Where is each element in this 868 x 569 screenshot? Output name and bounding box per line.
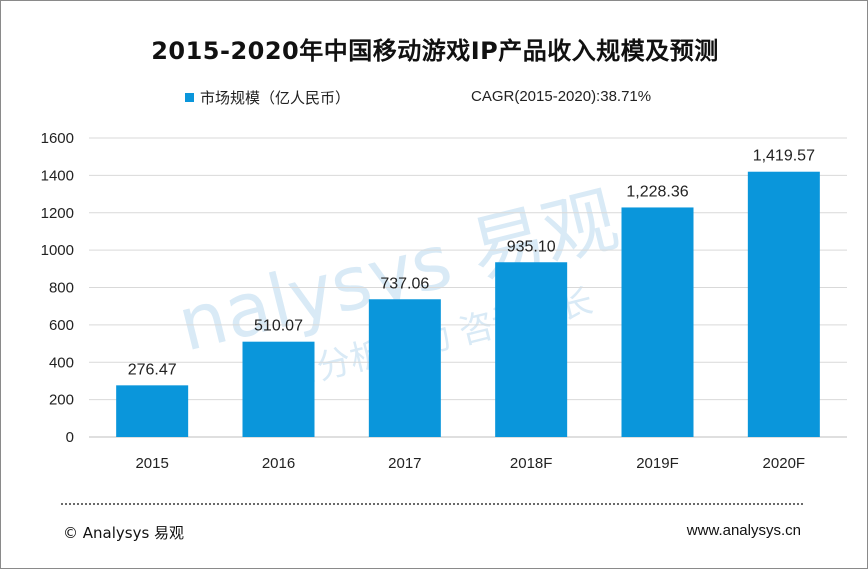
legend-label: 市场规模（亿人民币） — [200, 88, 351, 107]
y-tick-label: 400 — [49, 354, 74, 371]
data-label-2020F: 1,419.57 — [753, 148, 815, 165]
bars — [116, 171, 820, 438]
data-label-2019F: 1,228.36 — [626, 183, 688, 200]
footer-copyright: © Analysys 易观 — [63, 524, 185, 542]
grid-lines — [89, 137, 847, 438]
y-tick-label: 1600 — [41, 130, 74, 147]
data-label-2015: 276.47 — [128, 361, 177, 378]
bar-2016 — [242, 341, 315, 437]
y-tick-label: 200 — [49, 392, 74, 409]
data-labels: 276.47 510.07 737.06 935.10 1,228.36 1,419.57 — [128, 148, 815, 379]
x-tick-label-2019F: 2019F — [636, 455, 679, 472]
y-tick-label: 0 — [66, 429, 74, 446]
y-tick-label: 1200 — [41, 205, 74, 222]
legend: 市场规模（亿人民币） — [185, 87, 350, 107]
x-tick-label-2016: 2016 — [262, 455, 295, 472]
y-tick-label: 1400 — [41, 167, 74, 184]
data-label-2016: 510.07 — [254, 318, 303, 335]
footer-website: www.analysys.cn — [686, 522, 801, 539]
bar-2019F — [621, 207, 694, 437]
y-axis-ticks: 0 200 400 600 800 1000 1200 1400 1600 — [41, 130, 74, 446]
cagr-label: CAGR(2015-2020):38.71% — [471, 88, 652, 105]
x-tick-label-2015: 2015 — [135, 455, 168, 472]
legend-swatch — [185, 92, 194, 102]
x-tick-label-2018F: 2018F — [510, 455, 553, 472]
bar-2020F — [747, 171, 820, 438]
footer-divider — [61, 503, 803, 505]
data-label-2017: 737.06 — [380, 275, 429, 292]
bar-2018F — [495, 262, 568, 437]
x-axis-labels: 2015 2016 2017 2018F 2019F 2020F — [135, 455, 805, 472]
data-label-2018F: 935.10 — [507, 238, 556, 255]
x-tick-label-2020F: 2020F — [763, 455, 806, 472]
bar-2017 — [368, 299, 441, 437]
y-tick-label: 800 — [49, 280, 74, 297]
x-tick-label-2017: 2017 — [388, 455, 421, 472]
y-tick-label: 1000 — [41, 242, 74, 259]
bar-2015 — [116, 385, 189, 437]
y-tick-label: 600 — [49, 317, 74, 334]
chart-title: 2015-2020年中国移动游戏IP产品收入规模及预测 — [151, 37, 719, 65]
